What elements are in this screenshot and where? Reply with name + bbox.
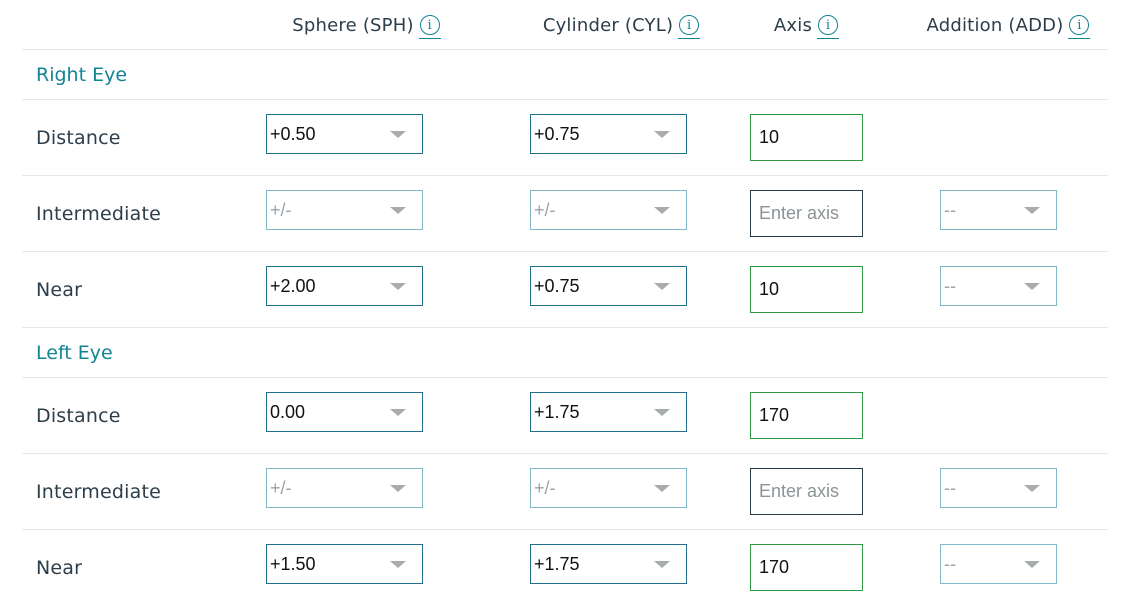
left-intermediate-add-select[interactable]: -- <box>940 468 1057 508</box>
left-intermediate-sph-select[interactable]: +/- <box>266 468 423 508</box>
select-value: +2.00 <box>270 275 316 296</box>
right-near-add-select[interactable]: -- <box>940 266 1057 306</box>
left-eye-section-header: Left Eye <box>22 328 1108 378</box>
chevron-down-icon <box>654 207 670 214</box>
select-value: -- <box>944 477 956 498</box>
addition-info-icon[interactable]: i <box>1068 15 1091 39</box>
right-intermediate-add-select[interactable]: -- <box>940 190 1057 230</box>
sphere-header-label: Sphere (SPH) <box>292 14 414 36</box>
cylinder-column-header: Cylinder (CYL) i <box>516 0 726 50</box>
right-distance-row: Distance +0.50 +0.75 10 <box>22 100 1108 176</box>
left-near-cyl-select[interactable]: +1.75 <box>530 544 687 584</box>
chevron-down-icon <box>390 131 406 138</box>
column-header-row: Sphere (SPH) i Cylinder (CYL) i Axis i A… <box>22 0 1108 50</box>
right-intermediate-cyl-select[interactable]: +/- <box>530 190 687 230</box>
addition-column-header: Addition (ADD) i <box>910 0 1106 50</box>
chevron-down-icon <box>1024 207 1040 214</box>
right-near-sph-select[interactable]: +2.00 <box>266 266 423 306</box>
select-value: -- <box>944 553 956 574</box>
left-distance-axis-input[interactable]: 170 <box>750 392 863 439</box>
row-label: Near <box>36 279 83 301</box>
chevron-down-icon <box>390 283 406 290</box>
left-near-axis-input[interactable]: 170 <box>750 544 863 591</box>
sphere-info-icon[interactable]: i <box>418 15 441 39</box>
chevron-down-icon <box>654 131 670 138</box>
axis-column-header: Axis i <box>746 0 866 50</box>
axis-header-label: Axis <box>773 14 813 36</box>
axis-info-icon[interactable]: i <box>817 15 840 39</box>
select-value: 0.00 <box>270 401 306 422</box>
chevron-down-icon <box>654 561 670 568</box>
right-near-axis-input[interactable]: 10 <box>750 266 863 313</box>
left-near-add-select[interactable]: -- <box>940 544 1057 584</box>
select-value: +1.75 <box>534 553 580 574</box>
right-near-row: Near +2.00 +0.75 10 -- <box>22 252 1108 328</box>
select-value: +0.75 <box>534 123 580 144</box>
row-label: Intermediate <box>36 481 161 503</box>
row-label: Distance <box>36 127 121 149</box>
chevron-down-icon <box>390 485 406 492</box>
right-intermediate-axis-input[interactable]: Enter axis <box>750 190 863 237</box>
right-near-cyl-select[interactable]: +0.75 <box>530 266 687 306</box>
select-value: -- <box>944 275 956 296</box>
select-value: +/- <box>534 477 556 498</box>
right-distance-sph-select[interactable]: +0.50 <box>266 114 423 154</box>
select-value: +1.50 <box>270 553 316 574</box>
right-intermediate-row: Intermediate +/- +/- Enter axis -- <box>22 176 1108 252</box>
chevron-down-icon <box>1024 283 1040 290</box>
right-intermediate-sph-select[interactable]: +/- <box>266 190 423 230</box>
chevron-down-icon <box>654 283 670 290</box>
left-distance-sph-select[interactable]: 0.00 <box>266 392 423 432</box>
right-eye-title: Right Eye <box>36 63 128 86</box>
left-intermediate-cyl-select[interactable]: +/- <box>530 468 687 508</box>
left-eye-title: Left Eye <box>36 341 113 364</box>
select-value: -- <box>944 199 956 220</box>
right-eye-section-header: Right Eye <box>22 50 1108 100</box>
chevron-down-icon <box>1024 561 1040 568</box>
cylinder-header-label: Cylinder (CYL) <box>542 14 674 36</box>
select-value: +0.50 <box>270 123 316 144</box>
sphere-column-header: Sphere (SPH) i <box>266 0 466 50</box>
select-value: +/- <box>270 477 292 498</box>
addition-header-label: Addition (ADD) <box>926 14 1064 36</box>
left-near-row: Near +1.50 +1.75 170 -- <box>22 530 1108 606</box>
select-value: +/- <box>270 199 292 220</box>
chevron-down-icon <box>654 409 670 416</box>
left-near-sph-select[interactable]: +1.50 <box>266 544 423 584</box>
left-intermediate-row: Intermediate +/- +/- Enter axis -- <box>22 454 1108 530</box>
chevron-down-icon <box>390 207 406 214</box>
left-distance-cyl-select[interactable]: +1.75 <box>530 392 687 432</box>
left-intermediate-axis-input[interactable]: Enter axis <box>750 468 863 515</box>
chevron-down-icon <box>390 561 406 568</box>
select-value: +1.75 <box>534 401 580 422</box>
right-distance-cyl-select[interactable]: +0.75 <box>530 114 687 154</box>
chevron-down-icon <box>390 409 406 416</box>
select-value: +/- <box>534 199 556 220</box>
row-label: Intermediate <box>36 203 161 225</box>
chevron-down-icon <box>654 485 670 492</box>
right-distance-axis-input[interactable]: 10 <box>750 114 863 161</box>
cylinder-info-icon[interactable]: i <box>678 15 701 39</box>
chevron-down-icon <box>1024 485 1040 492</box>
row-label: Distance <box>36 405 121 427</box>
row-label: Near <box>36 557 83 579</box>
select-value: +0.75 <box>534 275 580 296</box>
left-distance-row: Distance 0.00 +1.75 170 <box>22 378 1108 454</box>
